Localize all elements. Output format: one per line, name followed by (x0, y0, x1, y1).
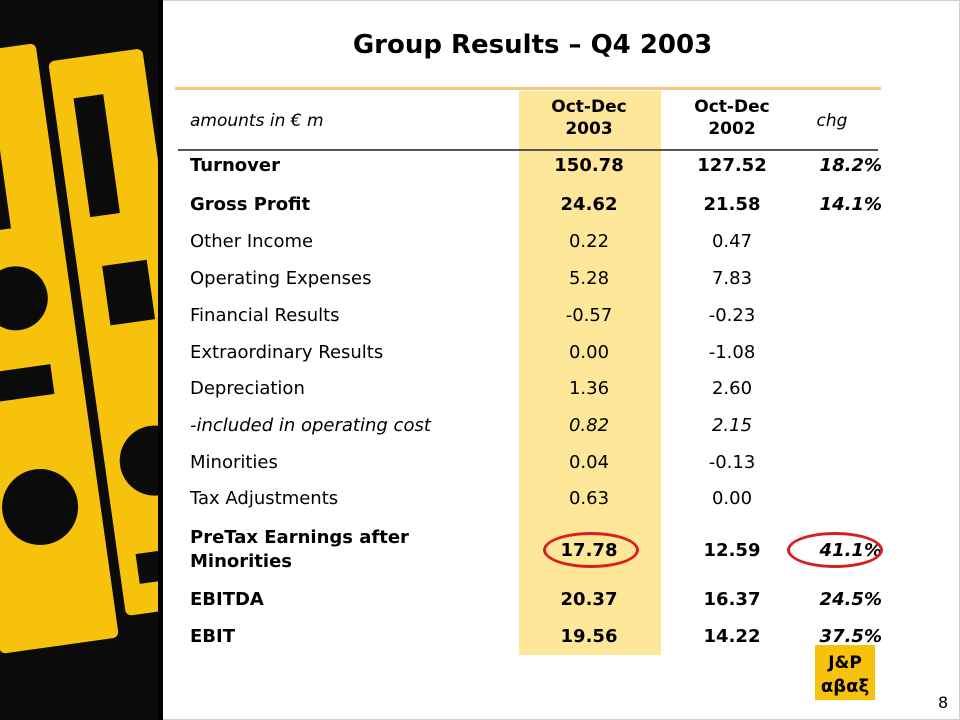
units-label: amounts in € m (190, 111, 324, 131)
value-2003: 150.78 (554, 155, 624, 176)
row-label: EBIT (190, 626, 235, 647)
value-2002: 14.22 (703, 626, 761, 647)
row-label-line1: PreTax Earnings after (190, 527, 409, 548)
value-2003: 1.36 (568, 378, 610, 399)
col-header-2002-line1: Oct-Dec (694, 97, 770, 117)
value-2003: 19.56 (560, 626, 618, 647)
col-header-2003-line1: Oct-Dec (551, 97, 627, 117)
value-2003: 24.62 (560, 194, 618, 215)
value-2003: 0.63 (568, 488, 610, 509)
brand-logo-band (0, 0, 163, 720)
value-chg: 24.5% (819, 589, 882, 610)
header-divider (178, 149, 878, 151)
col-header-2002: Oct-Dec 2002 (662, 96, 802, 140)
col-header-2002-line2: 2002 (708, 119, 756, 139)
title-underline (175, 87, 881, 90)
value-2003: -0.57 (565, 305, 613, 326)
value-2002: 2.15 (711, 415, 753, 436)
page-title: Group Results – Q4 2003 (352, 30, 713, 60)
row-label: Depreciation (190, 378, 305, 399)
row-label: PreTax Earnings after Minorities (190, 526, 409, 574)
value-2003: 0.82 (568, 415, 610, 436)
value-2002: 16.37 (703, 589, 761, 610)
value-2003: 0.00 (568, 342, 610, 363)
row-label: EBITDA (190, 589, 264, 610)
table-header-row: amounts in € m Oct-Dec 2003 Oct-Dec 2002… (178, 96, 878, 148)
svg-text:αβαξ: αβαξ (821, 676, 869, 697)
value-2003: 20.37 (560, 589, 618, 610)
value-2003: 0.04 (568, 452, 610, 473)
highlight-circle-chg (787, 532, 883, 568)
value-2002: -1.08 (708, 342, 756, 363)
row-label: -included in operating cost (190, 415, 431, 436)
value-2002: 7.83 (711, 268, 753, 289)
row-label-line2: Minorities (190, 551, 293, 572)
row-label: Turnover (190, 155, 280, 176)
brand-logo-graphic (0, 0, 163, 720)
value-chg: 14.1% (819, 194, 882, 215)
col-header-2003-line2: 2003 (565, 119, 613, 139)
svg-text:J&P: J&P (827, 653, 862, 673)
row-label: Other Income (190, 231, 314, 252)
value-2002: 0.00 (711, 488, 753, 509)
value-2002: 21.58 (703, 194, 761, 215)
value-2002: 127.52 (697, 155, 767, 176)
col-header-2003: Oct-Dec 2003 (519, 96, 659, 140)
row-label: Minorities (190, 452, 278, 473)
value-2002: -0.23 (708, 305, 756, 326)
highlight-circle-2003 (543, 532, 639, 568)
value-2003: 5.28 (568, 268, 610, 289)
company-logo-graphic: J&P αβαξ (815, 645, 875, 700)
value-2003: 0.22 (568, 231, 610, 252)
value-2002: 2.60 (711, 378, 753, 399)
row-label: Extraordinary Results (190, 342, 384, 363)
value-2002: 0.47 (711, 231, 753, 252)
value-chg: 37.5% (819, 626, 882, 647)
row-label: Operating Expenses (190, 268, 372, 289)
company-logo: J&P αβαξ (815, 645, 875, 700)
value-2002: 12.59 (703, 540, 761, 561)
row-label: Financial Results (190, 305, 340, 326)
row-label: Tax Adjustments (190, 488, 339, 509)
table-row: PreTax Earnings after Minorities 17.78 1… (178, 526, 882, 576)
page-number: 8 (938, 693, 949, 712)
row-label: Gross Profit (190, 194, 311, 215)
value-chg: 18.2% (819, 155, 882, 176)
value-2002: -0.13 (708, 452, 756, 473)
col-header-chg: chg (816, 111, 848, 131)
